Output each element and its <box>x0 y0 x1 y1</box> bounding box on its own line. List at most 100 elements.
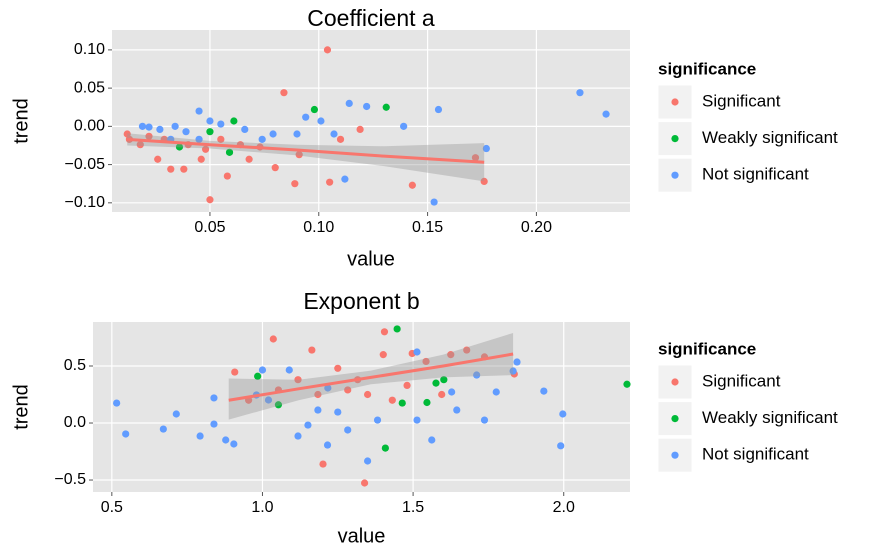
point <box>440 376 448 384</box>
point <box>167 165 175 173</box>
point <box>492 388 500 396</box>
point <box>319 460 327 468</box>
x-tick-label: 2.0 <box>553 499 575 516</box>
point <box>294 376 302 384</box>
legend-title: significance <box>658 339 756 358</box>
point <box>448 388 456 396</box>
point <box>293 130 301 138</box>
point <box>408 181 416 189</box>
point <box>432 379 440 387</box>
point <box>210 420 218 428</box>
point <box>557 442 565 450</box>
point <box>122 430 130 438</box>
point <box>381 444 389 452</box>
point <box>480 416 489 424</box>
point <box>540 387 548 395</box>
plot-marks <box>123 46 610 206</box>
x-tick-label: 0.5 <box>101 499 123 516</box>
point <box>324 384 332 392</box>
point <box>482 144 490 153</box>
point <box>210 394 218 402</box>
point <box>241 125 249 134</box>
point <box>223 172 231 180</box>
y-tick-label: 0.00 <box>74 118 105 135</box>
y-axis-label: trend <box>10 384 32 430</box>
point <box>576 89 584 97</box>
y-tick-label: 0.10 <box>74 41 105 58</box>
point <box>196 432 204 440</box>
point <box>197 155 205 163</box>
point <box>136 141 144 149</box>
point <box>326 178 334 186</box>
legend-symbol <box>671 98 679 106</box>
point <box>217 135 225 143</box>
x-tick-label: 1.5 <box>402 499 424 516</box>
point <box>295 151 303 159</box>
chart-title: Coefficient a <box>307 5 435 31</box>
point <box>310 105 319 114</box>
point <box>271 164 279 172</box>
point <box>145 123 153 131</box>
point <box>356 125 364 134</box>
point <box>156 125 164 134</box>
point <box>473 371 481 379</box>
point <box>379 351 387 359</box>
point <box>269 335 277 343</box>
legend-label: Not significant <box>702 445 809 464</box>
point <box>334 408 342 416</box>
legend-label: Weakly significant <box>702 408 838 427</box>
x-axis-label: value <box>338 525 386 547</box>
point <box>206 196 214 204</box>
point <box>513 358 521 366</box>
point <box>314 390 322 399</box>
point <box>245 155 253 163</box>
point <box>559 410 567 418</box>
y-tick-label: 0.05 <box>74 79 105 96</box>
legend-symbol <box>671 451 679 459</box>
point <box>336 135 345 143</box>
point <box>294 432 302 440</box>
x-tick-label: 0.15 <box>412 219 443 236</box>
point <box>422 357 430 366</box>
point <box>195 107 203 115</box>
legend-label: Weakly significant <box>702 128 838 147</box>
point <box>258 366 267 374</box>
point <box>341 175 349 183</box>
point <box>182 128 190 136</box>
point <box>430 198 438 206</box>
point <box>280 89 288 97</box>
point <box>113 399 121 407</box>
point <box>382 103 390 111</box>
legend-label: Significant <box>702 91 781 110</box>
point <box>230 440 238 448</box>
point <box>403 381 411 389</box>
y-tick-label: −0.05 <box>65 156 106 173</box>
point <box>623 380 631 388</box>
legend-key <box>657 437 693 473</box>
chart-title: Exponent b <box>303 288 419 314</box>
point <box>323 441 332 449</box>
x-tick-label: 1.0 <box>251 499 273 516</box>
legend-key <box>657 84 693 120</box>
point <box>171 122 179 130</box>
point <box>413 416 421 424</box>
point <box>302 113 310 121</box>
point <box>180 165 188 173</box>
x-tick-label: 0.05 <box>194 219 225 236</box>
point <box>344 426 352 434</box>
point <box>231 368 239 376</box>
point <box>398 399 406 407</box>
point <box>509 367 517 375</box>
point <box>175 143 184 151</box>
legend-label: Significant <box>702 371 781 390</box>
y-tick-label: −0.5 <box>54 471 86 488</box>
point <box>206 128 214 136</box>
point <box>317 117 325 125</box>
point <box>364 390 372 399</box>
point <box>291 180 299 188</box>
x-tick-label: 0.20 <box>521 219 552 236</box>
y-tick-label: −0.10 <box>65 194 106 211</box>
point <box>423 398 431 407</box>
point <box>334 364 342 372</box>
